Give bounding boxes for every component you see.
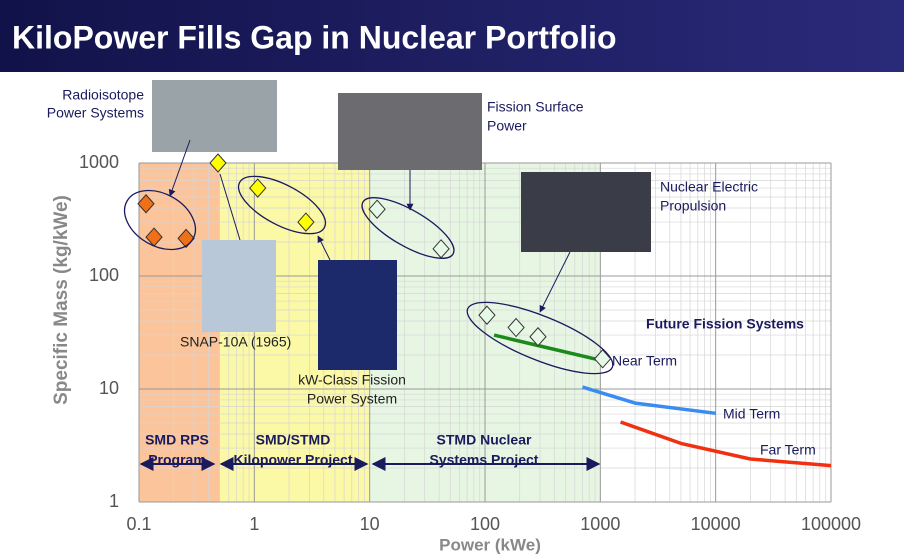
annotation: Future Fission Systems [646, 316, 804, 332]
region-label: SMD RPS [145, 432, 209, 448]
curve-label: Near Term [612, 353, 677, 369]
x-tick-label: 10000 [691, 514, 741, 534]
curve [620, 420, 832, 468]
callout-arrow [539, 251, 571, 313]
curve [493, 333, 601, 362]
region [139, 163, 220, 502]
photo [152, 80, 277, 152]
annotation: Nuclear Electric [660, 179, 758, 195]
annotation: Power [487, 118, 527, 134]
photo [521, 172, 651, 252]
group-ellipse [466, 301, 614, 375]
annotation: Power System [307, 391, 397, 407]
x-tick-label: 10 [360, 514, 380, 534]
overlay: Radioisotope Power Systems Fission Surfa… [47, 80, 816, 471]
annotation: kW-Class Fission [298, 372, 406, 388]
x-tick-label: 0.1 [126, 514, 151, 534]
region-label: Kilopower Project [233, 452, 352, 468]
annotation: Fission Surface [487, 99, 584, 115]
title-banner [0, 0, 904, 72]
region-label: Systems Project [430, 452, 539, 468]
y-axis-label: Specific Mass (kg/kWe) [51, 195, 72, 405]
y-tick-label: 100 [89, 265, 119, 285]
photo [318, 260, 397, 370]
x-tick-label: 100000 [801, 514, 861, 534]
y-tick-label: 1000 [79, 152, 119, 172]
point [209, 153, 227, 173]
point [507, 317, 525, 338]
title: KiloPower Fills Gap in Nuclear Portfolio [12, 19, 617, 55]
point [529, 326, 547, 347]
point [478, 305, 496, 325]
point [368, 199, 386, 219]
point [297, 212, 315, 232]
annotation: SNAP-10A (1965) [180, 334, 291, 350]
y-tick-label: 1 [109, 491, 119, 511]
annotation: Propulsion [660, 198, 726, 214]
callout-line [219, 173, 241, 241]
curve [581, 385, 716, 416]
annotation: Radioisotope [62, 87, 144, 103]
x-tick-label: 1000 [580, 514, 620, 534]
region-label: STMD Nuclear [437, 432, 532, 448]
y-tick-label: 10 [99, 378, 119, 398]
point [137, 193, 155, 214]
group-ellipse [237, 175, 327, 235]
x-tick-label: 1 [249, 514, 259, 534]
region-label: SMD/STMD [256, 432, 331, 448]
x-tick-label: 100 [470, 514, 500, 534]
group-ellipse [123, 189, 197, 251]
annotation: Power Systems [47, 105, 144, 121]
point [249, 178, 267, 198]
x-axis-label: Power (kWe) [439, 535, 541, 554]
curve-label: Mid Term [723, 406, 780, 422]
point [593, 349, 612, 369]
curve-label: Far Term [760, 442, 816, 458]
photo [338, 93, 482, 170]
group-ellipse [361, 197, 455, 259]
callout-arrow [317, 235, 331, 261]
photo [202, 240, 276, 332]
region-label: Program [148, 452, 206, 468]
callout-arrow [168, 139, 191, 197]
